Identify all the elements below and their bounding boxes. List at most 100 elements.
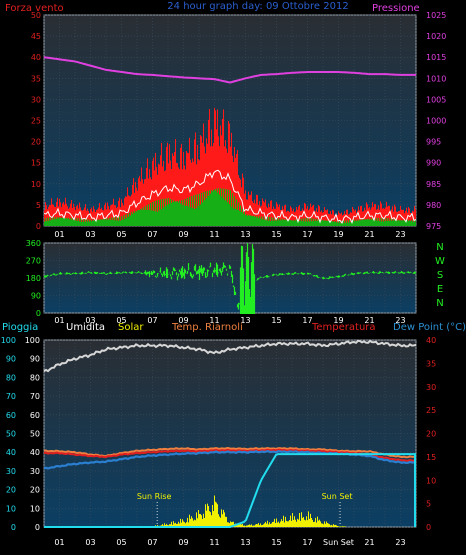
y-tick-label-humidity: 10 (30, 504, 40, 513)
rain-label: Pioggia (2, 322, 38, 333)
y-tick-label-temp: 0 (426, 523, 431, 532)
x-tick-label: 21 (364, 538, 374, 547)
x-tick-label: 03 (85, 316, 95, 325)
x-tick-label: 15 (271, 230, 281, 239)
wind-avg-line (43, 169, 417, 225)
x-tick-label: Sun Set (323, 538, 354, 547)
solar-label: Solar (118, 322, 144, 333)
y-tick-label-wind: 45 (31, 32, 41, 41)
compass-label: W (435, 256, 445, 267)
x-tick-label: 17 (302, 316, 312, 325)
humidity-label: Umidita (66, 322, 105, 333)
x-tick-label: 11 (209, 538, 219, 547)
wind-speed-header: Forza vento (5, 3, 64, 14)
y-tick-label-pressure: 1005 (426, 95, 446, 104)
y-tick-label-rain: 70 (6, 392, 16, 401)
y-tick-label-temp: 10 (426, 476, 436, 485)
y-tick-label-wind: 10 (31, 180, 41, 189)
y-tick-label-direction: 0 (36, 309, 41, 318)
sunset-label: Sun Set (322, 492, 353, 501)
y-tick-label-humidity: 50 (30, 430, 40, 439)
y-tick-label-direction: 90 (31, 292, 41, 301)
x-tick-label: 05 (116, 538, 126, 547)
humidity-line (43, 339, 417, 373)
y-tick-label-rain: 20 (6, 486, 16, 495)
y-tick-label-direction: 270 (26, 257, 41, 266)
y-tick-label-temp: 15 (426, 453, 436, 462)
pressure-line (43, 56, 416, 84)
temp-riarnoli-label: Temp. Riarnoli (171, 322, 243, 333)
x-tick-label: 01 (54, 538, 64, 547)
y-tick-label-rain: 60 (6, 411, 16, 420)
x-tick-label: 09 (178, 538, 188, 547)
x-tick-label: 21 (364, 316, 374, 325)
y-tick-label-pressure: 975 (426, 222, 441, 231)
y-tick-label-wind: 40 (31, 53, 41, 62)
x-tick-label: 07 (147, 538, 157, 547)
x-tick-label: 05 (116, 316, 126, 325)
y-tick-label-rain: 50 (6, 430, 16, 439)
y-tick-label-wind: 15 (31, 159, 41, 168)
x-tick-label: 03 (85, 538, 95, 547)
x-tick-label: 11 (209, 230, 219, 239)
y-tick-label-humidity: 0 (35, 523, 40, 532)
x-tick-label: 01 (54, 230, 64, 239)
y-tick-label-pressure: 1010 (426, 74, 446, 83)
x-tick-label: 03 (85, 230, 95, 239)
y-tick-label-wind: 30 (31, 95, 41, 104)
y-tick-label-rain: 10 (6, 504, 16, 513)
y-tick-label-direction: 180 (26, 274, 41, 283)
y-tick-label-wind: 50 (31, 11, 41, 20)
x-tick-label: 07 (147, 316, 157, 325)
y-tick-label-humidity: 40 (30, 448, 40, 457)
y-tick-label-temp: 20 (426, 430, 436, 439)
x-tick-label: 17 (302, 230, 312, 239)
compass-label: S (437, 270, 443, 281)
y-tick-label-temp: 25 (426, 406, 436, 415)
rain-line (44, 453, 416, 528)
chart-title: 24 hour graph day: 09 Ottobre 2012 (167, 1, 348, 12)
y-tick-label-humidity: 80 (30, 373, 40, 382)
y-tick-label-temp: 35 (426, 359, 436, 368)
temperature-label: Temperatura (311, 322, 376, 333)
y-tick-label-temp: 30 (426, 383, 436, 392)
y-tick-label-wind: 5 (36, 201, 41, 210)
x-tick-label: 19 (333, 230, 343, 239)
x-tick-label: 11 (209, 316, 219, 325)
y-tick-label-rain: 40 (6, 448, 16, 457)
compass-label: N (436, 298, 443, 309)
x-tick-label: 13 (240, 538, 250, 547)
y-tick-label-wind: 25 (31, 117, 41, 126)
x-tick-label: 23 (395, 230, 405, 239)
x-tick-label: 07 (147, 230, 157, 239)
y-tick-label-humidity: 100 (25, 336, 40, 345)
y-tick-label-pressure: 1000 (426, 117, 446, 126)
x-tick-label: 13 (240, 230, 250, 239)
y-tick-label-pressure: 990 (426, 159, 441, 168)
y-tick-label-humidity: 90 (30, 355, 40, 364)
y-tick-label-rain: 90 (6, 355, 16, 364)
y-tick-label-rain: 100 (1, 336, 16, 345)
y-tick-label-humidity: 30 (30, 467, 40, 476)
y-tick-label-pressure: 1020 (426, 32, 446, 41)
y-tick-label-rain: 0 (11, 523, 16, 532)
x-tick-label: 15 (271, 316, 281, 325)
y-tick-label-pressure: 985 (426, 180, 441, 189)
y-tick-label-pressure: 980 (426, 201, 441, 210)
y-tick-label-pressure: 1015 (426, 53, 446, 62)
y-tick-label-wind: 20 (31, 138, 41, 147)
y-tick-label-temp: 40 (426, 336, 436, 345)
x-tick-label: 23 (395, 316, 405, 325)
compass-label: N (436, 242, 443, 253)
y-tick-label-temp: 5 (426, 500, 431, 509)
x-tick-label: 05 (116, 230, 126, 239)
y-tick-label-humidity: 70 (30, 392, 40, 401)
x-tick-label: 21 (364, 230, 374, 239)
y-tick-label-pressure: 995 (426, 138, 441, 147)
y-tick-label-pressure: 1025 (426, 11, 446, 20)
x-tick-label: 17 (302, 538, 312, 547)
x-tick-label: 09 (178, 316, 188, 325)
y-tick-label-humidity: 60 (30, 411, 40, 420)
pressure-header: Pressione (372, 3, 420, 14)
